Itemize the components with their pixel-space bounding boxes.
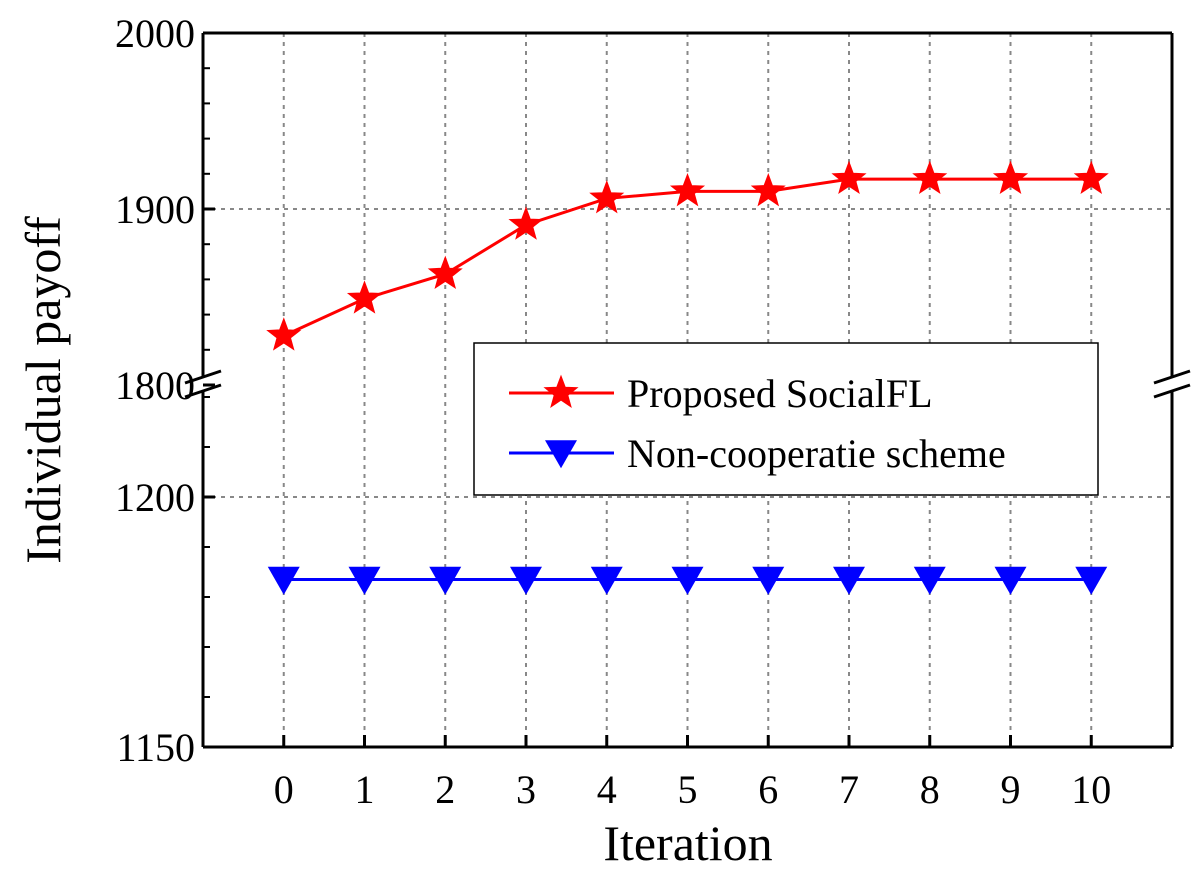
data-point-triangle	[590, 566, 623, 595]
legend-marker-star	[543, 374, 579, 408]
legend-entry-proposed-socialfl: Proposed SocialFL	[509, 371, 933, 416]
y-axis-label: Individual payoff	[15, 216, 71, 564]
data-point-star	[750, 172, 786, 207]
axis-break-mark	[184, 383, 222, 399]
data-point-star	[992, 160, 1029, 194]
data-point-star	[427, 255, 463, 290]
legend-label: Non-cooperatie scheme	[627, 431, 1006, 476]
series-proposed-socialfl	[266, 160, 1109, 351]
data-point-triangle	[429, 566, 462, 595]
x-tick-label: 8	[920, 767, 940, 812]
data-point-triangle	[510, 566, 542, 595]
x-tick-label: 9	[1001, 767, 1021, 812]
x-tick-label: 3	[516, 767, 536, 812]
y-tick-label: 2000	[115, 11, 195, 56]
data-point-triangle	[267, 566, 300, 595]
x-axis-label: Iteration	[603, 815, 772, 871]
data-point-star	[669, 172, 706, 207]
x-tick-label: 0	[274, 767, 294, 812]
data-point-star	[508, 206, 544, 240]
series-layer	[266, 160, 1109, 595]
y-tick-label: 1800	[115, 363, 195, 408]
legend-box	[473, 342, 1099, 496]
data-point-triangle	[833, 566, 865, 595]
legend-entry-non-cooperative: Non-cooperatie scheme	[509, 431, 1006, 476]
legend-marker-triangle	[545, 440, 577, 469]
legend-label: Proposed SocialFL	[627, 371, 933, 416]
x-tick-label: 10	[1071, 767, 1111, 812]
data-point-star	[266, 317, 302, 351]
data-point-star	[912, 160, 948, 194]
axis-layer: 1800 1900 2000 1150 1200 0 1 2 3 4 5 6 7 8 9 10	[115, 11, 1191, 812]
data-point-triangle	[348, 566, 381, 595]
data-point-triangle	[913, 566, 946, 595]
x-tick-label: 5	[678, 767, 698, 812]
y-tick-label: 1900	[115, 187, 195, 232]
grid-layer	[203, 33, 1172, 747]
data-point-triangle	[671, 566, 704, 595]
data-point-star	[589, 179, 625, 214]
data-point-triangle	[752, 566, 785, 595]
x-tick-label: 1	[355, 767, 375, 812]
data-point-star	[1073, 160, 1109, 194]
x-tick-label: 7	[839, 767, 859, 812]
x-tick-label: 6	[758, 767, 778, 812]
y-tick-label: 1150	[116, 725, 195, 770]
axis-break-mark	[184, 369, 222, 385]
axis-break-mark	[1153, 369, 1191, 385]
data-point-star	[831, 160, 867, 194]
legend: Proposed SocialFL Non-cooperatie scheme	[473, 342, 1099, 496]
x-tick-label: 2	[435, 767, 455, 812]
data-point-triangle	[1075, 566, 1108, 595]
axis-break-mark	[1153, 383, 1191, 399]
data-point-triangle	[994, 566, 1027, 595]
y-tick-label: 1200	[115, 475, 195, 520]
series-non-cooperative	[267, 566, 1108, 595]
x-tick-label: 4	[597, 767, 617, 812]
data-point-star	[346, 280, 383, 314]
